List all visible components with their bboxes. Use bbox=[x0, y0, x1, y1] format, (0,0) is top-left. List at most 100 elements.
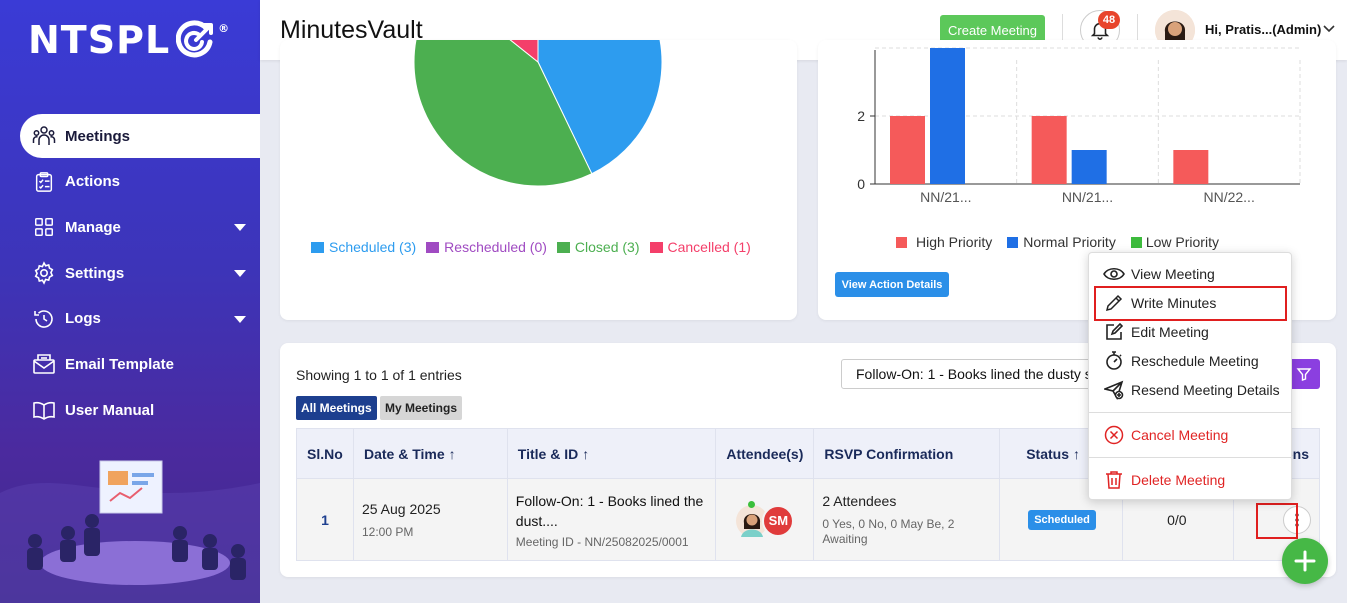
menu-item-delete-meeting[interactable]: Delete Meeting bbox=[1089, 465, 1291, 494]
chevron-down-icon bbox=[234, 315, 246, 323]
view-action-details-button[interactable]: View Action Details bbox=[835, 272, 949, 297]
send-plus-icon bbox=[1103, 380, 1125, 400]
pie-slice-closed[interactable] bbox=[413, 40, 593, 187]
column-label: Title & ID bbox=[517, 445, 579, 462]
menu-divider bbox=[1089, 412, 1291, 413]
attendee-initials-avatar: SM bbox=[762, 504, 795, 537]
cell-status: Scheduled bbox=[999, 478, 1124, 561]
legend-label: High Priority bbox=[916, 234, 993, 250]
bar-legend: High Priority Normal Priority Low Priori… bbox=[896, 234, 1229, 250]
meeting-filter-select[interactable]: Follow-On: 1 - Books lined the dusty s bbox=[841, 359, 1111, 389]
legend-swatch bbox=[311, 241, 324, 253]
bar-high-priority[interactable] bbox=[890, 116, 925, 184]
bar-high-priority[interactable] bbox=[1173, 150, 1209, 184]
highlight-box-actions-button bbox=[1256, 503, 1298, 539]
attendee-avatars[interactable]: SM bbox=[736, 500, 796, 537]
legend-label: Cancelled (1) bbox=[667, 239, 751, 255]
brand-logo[interactable]: NTSPL ® bbox=[28, 18, 230, 62]
y-tick-label: 2 bbox=[857, 108, 865, 124]
legend-item-rescheduled[interactable]: Rescheduled (0) bbox=[426, 239, 547, 255]
add-floating-button[interactable] bbox=[1282, 538, 1328, 584]
sidebar-item-label: Email Template bbox=[65, 355, 174, 373]
history-icon bbox=[32, 307, 56, 331]
sidebar-item-settings[interactable]: Settings bbox=[20, 251, 260, 295]
filter-button[interactable] bbox=[1287, 359, 1320, 389]
x-tick-label: NN/21... bbox=[1062, 189, 1113, 205]
legend-swatch bbox=[426, 241, 440, 253]
meeting-time: 12:00 PM bbox=[361, 524, 414, 539]
rsvp-count: 2 Attendees bbox=[822, 492, 897, 509]
sidebar-item-meetings[interactable]: Meetings bbox=[20, 114, 260, 158]
sidebar-item-label: Manage bbox=[65, 218, 121, 236]
bar-normal-priority[interactable] bbox=[930, 48, 965, 184]
user-menu-label[interactable]: Hi, Pratis...(Admin) bbox=[1205, 22, 1322, 37]
chevron-down-icon[interactable] bbox=[1322, 22, 1336, 36]
bar-high-priority[interactable] bbox=[1031, 116, 1067, 184]
x-tick-label: NN/22... bbox=[1203, 189, 1254, 205]
sort-arrow-icon[interactable]: ↑ bbox=[582, 445, 590, 462]
funnel-icon bbox=[1296, 368, 1311, 381]
legend-item-normal-priority[interactable]: Normal Priority bbox=[1007, 234, 1116, 250]
column-label: Attendee(s) bbox=[726, 445, 804, 462]
meetings-table: Sl.No Date & Time ↑ Title & ID ↑ Attendee(… bbox=[296, 428, 1321, 561]
menu-item-resend-meeting-details[interactable]: Resend Meeting Details bbox=[1089, 375, 1291, 404]
header-divider bbox=[1137, 14, 1138, 46]
menu-item-view-meeting[interactable]: View Meeting bbox=[1089, 259, 1291, 288]
sidebar-nav: Meetings Actions Manage Settings bbox=[20, 114, 260, 434]
pie-slice-cancelled[interactable] bbox=[441, 40, 539, 64]
legend-swatch bbox=[1007, 236, 1019, 248]
menu-item-label: Edit Meeting bbox=[1131, 323, 1209, 340]
legend-label: Rescheduled (0) bbox=[444, 239, 547, 255]
menu-item-label: Resend Meeting Details bbox=[1131, 381, 1280, 398]
edit-square-icon bbox=[1103, 322, 1125, 342]
col-rsvp: RSVP Confirmation bbox=[813, 428, 1001, 479]
meeting-date: 25 Aug 2025 bbox=[361, 500, 441, 517]
sort-arrow-icon[interactable]: ↑ bbox=[448, 445, 456, 462]
sidebar-item-user-manual[interactable]: User Manual bbox=[20, 388, 260, 432]
legend-label: Closed (3) bbox=[574, 239, 640, 255]
legend-swatch bbox=[556, 241, 570, 253]
meeting-status-pie-chart bbox=[413, 40, 663, 187]
legend-label: Scheduled (3) bbox=[329, 239, 417, 255]
legend-item-closed[interactable]: Closed (3) bbox=[556, 239, 640, 255]
legend-item-scheduled[interactable]: Scheduled (3) bbox=[311, 239, 416, 255]
col-date-time[interactable]: Date & Time ↑ bbox=[352, 428, 508, 479]
meeting-illustration bbox=[0, 460, 260, 603]
tab-my-meetings[interactable]: My Meetings bbox=[380, 396, 463, 420]
col-title-id[interactable]: Title & ID ↑ bbox=[506, 428, 717, 479]
column-label: Date & Time bbox=[363, 445, 445, 462]
header-divider bbox=[1062, 14, 1063, 46]
sort-arrow-icon[interactable]: ↑ bbox=[1073, 445, 1081, 462]
cancel-circle-icon bbox=[1103, 425, 1125, 445]
legend-item-low-priority[interactable]: Low Priority bbox=[1130, 234, 1219, 250]
menu-item-label: View Meeting bbox=[1131, 265, 1215, 282]
sidebar-item-email-template[interactable]: Email Template bbox=[20, 342, 260, 386]
cell-attendees: SM bbox=[715, 478, 815, 561]
menu-item-edit-meeting[interactable]: Edit Meeting bbox=[1089, 317, 1291, 346]
sidebar-item-logs[interactable]: Logs bbox=[20, 297, 260, 341]
sidebar-item-label: Actions bbox=[65, 173, 121, 191]
column-label: Status bbox=[1026, 445, 1070, 462]
sidebar: NTSPL ® Meetings Actions Manage bbox=[0, 0, 260, 603]
sidebar-item-label: Settings bbox=[65, 264, 125, 282]
highlight-box-write-minutes bbox=[1094, 286, 1287, 321]
legend-swatch bbox=[649, 241, 663, 253]
legend-label: Normal Priority bbox=[1023, 234, 1116, 250]
legend-item-cancelled[interactable]: Cancelled (1) bbox=[649, 239, 751, 255]
pie-slice-scheduled[interactable] bbox=[537, 40, 663, 175]
menu-item-label: Cancel Meeting bbox=[1131, 426, 1229, 443]
tab-all-meetings[interactable]: All Meetings bbox=[296, 396, 377, 420]
col-sl-no: Sl.No bbox=[296, 428, 354, 479]
bar-normal-priority[interactable] bbox=[1071, 150, 1107, 184]
meeting-title[interactable]: Follow-On: 1 - Books lined the dust.... bbox=[515, 492, 704, 529]
sidebar-item-manage[interactable]: Manage bbox=[20, 205, 260, 249]
sidebar-item-actions[interactable]: Actions bbox=[20, 160, 260, 204]
menu-item-cancel-meeting[interactable]: Cancel Meeting bbox=[1089, 420, 1291, 449]
legend-item-high-priority[interactable]: High Priority bbox=[896, 234, 992, 250]
menu-item-reschedule-meeting[interactable]: Reschedule Meeting bbox=[1089, 346, 1291, 375]
meeting-id: Meeting ID - NN/25082025/0001 bbox=[515, 534, 689, 549]
cell-title-id[interactable]: Follow-On: 1 - Books lined the dust.... … bbox=[506, 478, 717, 561]
gear-icon bbox=[32, 261, 56, 285]
menu-item-write-minutes[interactable]: Write Minutes bbox=[1089, 288, 1291, 317]
trash-icon bbox=[1103, 470, 1125, 490]
